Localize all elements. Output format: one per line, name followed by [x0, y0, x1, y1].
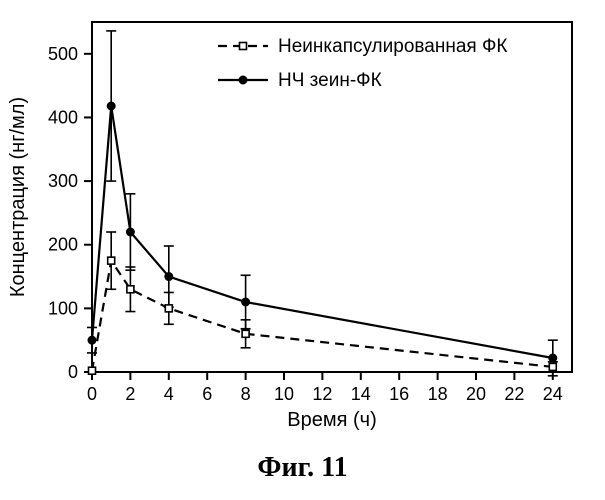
svg-text:12: 12: [312, 384, 332, 404]
svg-text:18: 18: [428, 384, 448, 404]
svg-text:22: 22: [504, 384, 524, 404]
svg-text:4: 4: [164, 384, 174, 404]
svg-text:Неинкапсулированная ФК: Неинкапсулированная ФК: [278, 36, 507, 57]
svg-text:НЧ зеин-ФК: НЧ зеин-ФК: [278, 70, 382, 91]
svg-text:0: 0: [87, 384, 97, 404]
svg-text:200: 200: [48, 235, 78, 255]
svg-text:400: 400: [48, 107, 78, 127]
figure-caption: Фиг. 11: [0, 452, 605, 484]
svg-text:2: 2: [125, 384, 135, 404]
svg-text:100: 100: [48, 298, 78, 318]
svg-text:10: 10: [274, 384, 294, 404]
svg-text:24: 24: [543, 384, 563, 404]
svg-text:0: 0: [68, 362, 78, 382]
svg-text:500: 500: [48, 44, 78, 64]
svg-text:16: 16: [389, 384, 409, 404]
svg-text:14: 14: [351, 384, 371, 404]
svg-text:8: 8: [241, 384, 251, 404]
svg-text:Время (ч): Время (ч): [287, 409, 376, 431]
svg-text:300: 300: [48, 171, 78, 191]
svg-text:20: 20: [466, 384, 486, 404]
svg-text:Концентрация (нг/мл): Концентрация (нг/мл): [7, 97, 29, 297]
svg-text:6: 6: [202, 384, 212, 404]
concentration-time-chart: 0246810121416182022240100200300400500Вре…: [0, 0, 605, 448]
